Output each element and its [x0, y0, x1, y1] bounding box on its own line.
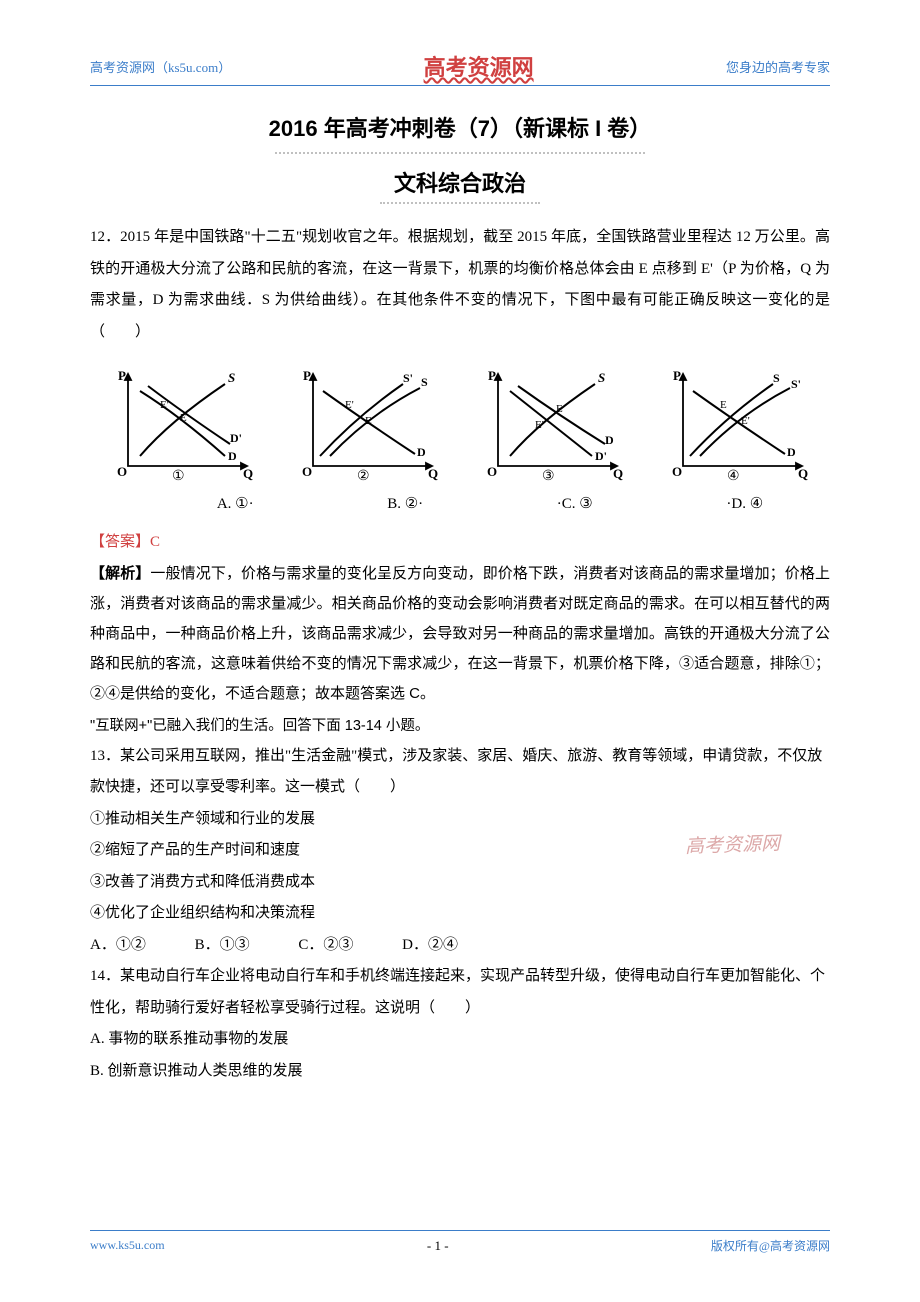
header-center-logo: 高考资源网 [424, 50, 534, 82]
q12-option-d: ·D. ④ [726, 494, 763, 513]
origin-label: O [672, 464, 682, 479]
q12-option-a: A. ①· [217, 494, 254, 513]
curve-dp-label: D' [230, 431, 242, 445]
point-ep-label: E' [535, 419, 544, 431]
axis-p-label: P [303, 368, 311, 383]
chart-num-1: ① [172, 469, 185, 484]
q13-o3: ③改善了消费方式和降低消费成本 [90, 867, 830, 899]
chart-2: P S' S E' E D O ② Q [295, 366, 440, 486]
axis-q-label: Q [428, 466, 438, 481]
origin-label: O [302, 464, 312, 479]
title-underline [275, 152, 645, 154]
q12-options: A. ①· B. ②· ·C. ③ ·D. ④ [90, 494, 830, 513]
watermark: 高考资源网 [685, 828, 781, 858]
chart-3: P S E E' D D' O ③ Q [480, 366, 625, 486]
point-ep-label: E' [345, 399, 354, 411]
point-e-label: E [720, 399, 727, 411]
curve-s-label: S [598, 370, 605, 385]
main-title: 2016 年高考冲刺卷（7）（新课标 I 卷） [90, 111, 830, 146]
curve-s-label: S [773, 371, 780, 385]
q12-answer: 【答案】C [90, 527, 830, 559]
q13-opt-b: B．①③ [195, 930, 250, 962]
header-right: 您身边的高考专家 [726, 57, 830, 76]
q13-opt-a: A．①② [90, 930, 146, 962]
sub-title: 文科综合政治 [90, 166, 830, 198]
curve-s-label: S [421, 375, 428, 389]
q12-analysis: 【解析】一般情况下，价格与需求量的变化呈反方向变动，即价格下跌，消费者对该商品的… [90, 559, 830, 709]
chart-num-2: ② [357, 469, 370, 484]
axis-q-label: Q [243, 466, 253, 481]
footer-left: www.ks5u.com [90, 1238, 165, 1253]
footer-right: 版权所有@高考资源网 [711, 1237, 830, 1254]
curve-sp-label: S' [791, 377, 801, 391]
q14-text: 14．某电动自行车企业将电动自行车和手机终端连接起来，实现产品转型升级，使得电动… [90, 961, 830, 1024]
point-e-label: E [180, 412, 187, 424]
origin-label: O [487, 464, 497, 479]
answer-value: C [150, 534, 160, 550]
q12-option-b: B. ②· [387, 494, 423, 513]
context-text: "互联网+"已融入我们的生活。回答下面 13-14 小题。 [90, 711, 830, 741]
point-ep-label: E' [741, 415, 750, 427]
q13-opt-d: D．②④ [402, 930, 458, 962]
header-left: 高考资源网（ks5u.com） [90, 57, 231, 76]
chart-num-4: ④ [727, 469, 740, 484]
curve-s-label: S [228, 370, 235, 385]
q13-options: A．①② B．①③ C．②③ D．②④ [90, 930, 830, 962]
point-ep-label: E' [160, 399, 169, 411]
q13-o4: ④优化了企业组织结构和决策流程 [90, 898, 830, 930]
curve-d-label: D [605, 433, 614, 447]
curve-sp-label: S' [403, 371, 413, 385]
analysis-label: 【解析】 [90, 565, 150, 582]
point-e-label: E [556, 403, 563, 415]
q13-opt-c: C．②③ [298, 930, 353, 962]
chart-4: P S S' E E' D O ④ Q [665, 366, 810, 486]
axis-q-label: Q [798, 466, 808, 481]
axis-p-label: P [673, 368, 681, 383]
axis-p-label: P [118, 368, 126, 383]
q12-option-c: ·C. ③ [557, 494, 593, 513]
q14-ob: B. 创新意识推动人类思维的发展 [90, 1056, 830, 1088]
axis-q-label: Q [613, 466, 623, 481]
curve-d-label: D [787, 445, 796, 459]
answer-label: 【答案】 [90, 534, 150, 550]
analysis-text: 一般情况下，价格与需求量的变化呈反方向变动，即价格下跌，消费者对该商品的需求量增… [90, 565, 830, 702]
subtitle-underline [380, 202, 540, 204]
charts-row: P S E' E D' D O ① Q P S' S E' E D [90, 366, 830, 486]
q12-text: 12．2015 年是中国铁路"十二五"规划收官之年。根据规划，截至 2015 年… [90, 222, 830, 348]
curve-d-label: D [417, 445, 426, 459]
q13-text: 13．某公司采用互联网，推出"生活金融"模式，涉及家装、家居、婚庆、旅游、教育等… [90, 741, 830, 804]
q14-oa: A. 事物的联系推动事物的发展 [90, 1024, 830, 1056]
curve-d-label: D [228, 449, 237, 463]
page-footer: www.ks5u.com - 1 - 版权所有@高考资源网 [90, 1230, 830, 1254]
axis-p-label: P [488, 368, 496, 383]
chart-1: P S E' E D' D O ① Q [110, 366, 255, 486]
point-e-label: E [365, 415, 372, 427]
origin-label: O [117, 464, 127, 479]
footer-page-num: - 1 - [427, 1238, 449, 1254]
page-header: 高考资源网（ks5u.com） 高考资源网 您身边的高考专家 [90, 50, 830, 86]
chart-num-3: ③ [542, 469, 555, 484]
curve-dp-label: D' [595, 449, 607, 463]
